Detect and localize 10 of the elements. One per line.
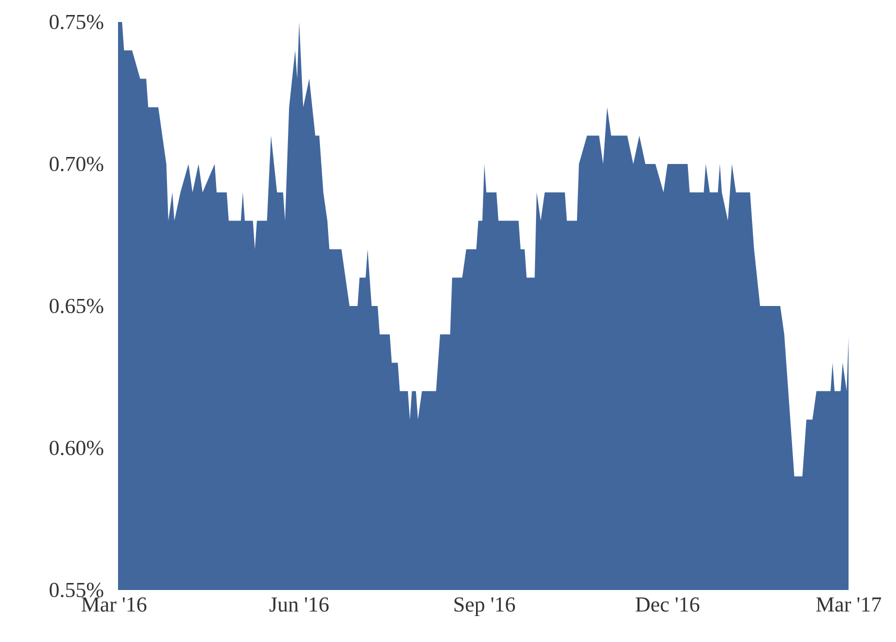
x-tick-label: Sep '16: [454, 597, 515, 616]
y-tick-label: 0.75%: [50, 14, 104, 30]
y-tick-label: 0.55%: [50, 582, 104, 598]
y-tick-label: 0.65%: [50, 298, 104, 314]
x-tick-label: Jun '16: [270, 597, 329, 612]
x-tick-label: Mar '16: [82, 597, 146, 612]
y-tick-label: 0.60%: [50, 440, 104, 456]
y-tick-label: 0.70%: [50, 156, 104, 172]
x-tick-label: Dec '16: [636, 597, 700, 612]
x-tick-label: Mar '17: [816, 597, 882, 612]
